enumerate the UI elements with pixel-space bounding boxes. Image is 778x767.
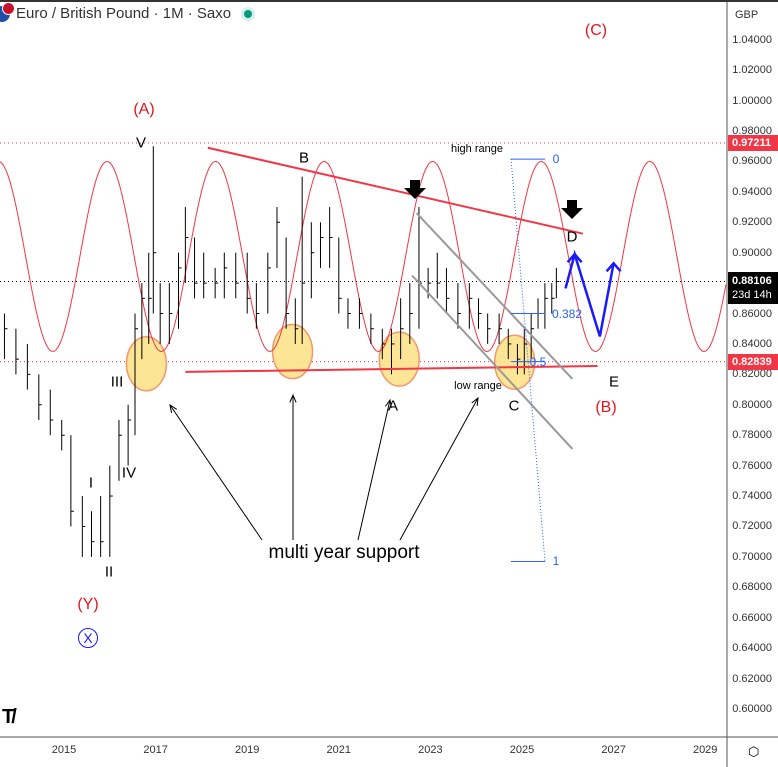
annotation-arrow (357, 399, 391, 541)
price-tick: 0.80000 (732, 398, 772, 411)
wave-label-A: A (387, 397, 399, 415)
annotation-arrow (169, 404, 263, 541)
wave-label-multi-year-support: multi year support (268, 542, 420, 563)
down-arrow-icon (404, 180, 426, 199)
time-tick: 2029 (692, 744, 718, 756)
wave-label-B: B (298, 149, 310, 167)
support-zone-ellipse (378, 331, 421, 387)
price-tick: 0.84000 (732, 337, 772, 350)
fib-trend-line (510, 159, 546, 562)
support-zone-ellipse (125, 335, 168, 392)
wave-label-III: III (110, 373, 124, 391)
market-status-icon (241, 6, 256, 21)
support-trendline (185, 364, 598, 373)
annotation-arrowhead (169, 403, 177, 413)
channel-line (415, 212, 574, 380)
price-tick: 0.90000 (732, 246, 772, 259)
time-tick: 2021 (326, 744, 352, 756)
fib-level-label: 0.5 (529, 354, 547, 369)
projection-arrowhead (566, 252, 583, 264)
down-arrow-icon (561, 200, 583, 219)
channel-line (411, 274, 574, 450)
low-price-tag: 0.82839 (728, 353, 778, 370)
annotation-arrowhead (471, 396, 479, 407)
time-tick: 2015 (51, 744, 77, 756)
time-tick: 2023 (418, 744, 443, 756)
wave-label-V: V (135, 134, 147, 152)
currency-label[interactable]: GBP (735, 9, 759, 21)
time-tick: 2017 (143, 744, 168, 756)
price-tick: 0.92000 (732, 216, 772, 229)
price-tick: 1.00000 (732, 94, 772, 107)
annotation-arrowhead (289, 393, 297, 403)
wave-label-Y-paren: (Y) (77, 596, 99, 613)
time-tick: 2027 (601, 744, 626, 756)
price-tick: 0.86000 (732, 307, 772, 320)
wave-label-C-paren: (C) (584, 22, 608, 39)
price-tick: 0.72000 (732, 520, 772, 533)
time-tick: 2025 (509, 744, 535, 756)
high-price-tag: 0.97211 (728, 135, 778, 151)
price-tick: 0.96000 (732, 155, 772, 168)
price-tick: 0.60000 (732, 702, 772, 715)
last-price: 0.88106 (732, 275, 772, 288)
eur-gbp-flag-icon (0, 1, 15, 22)
projection-arrowhead (605, 261, 622, 273)
resistance-trendline (207, 146, 584, 235)
price-tick: 0.62000 (732, 672, 772, 685)
price-tick: 0.78000 (732, 429, 772, 442)
price-tick: 0.94000 (732, 185, 772, 198)
price-tick: 0.76000 (732, 459, 772, 472)
cycle-sine-wave (0, 160, 727, 353)
wave-label-I: I (88, 474, 94, 492)
bar-countdown: 23d 14h (732, 289, 772, 302)
tradingview-logo[interactable]: T/ (2, 706, 17, 728)
price-tick: 1.04000 (732, 33, 772, 46)
symbol-title: Euro / British Pound · 1M · Saxo (16, 5, 232, 22)
settings-icon[interactable]: ⬡ (748, 744, 760, 759)
wave-label-D: D (566, 228, 578, 246)
wave-label-B-paren: (B) (595, 399, 617, 416)
fib-level-label: 0 (552, 152, 560, 167)
price-tick: 0.70000 (732, 550, 772, 563)
wave-label-A-paren: (A) (133, 101, 155, 118)
price-tick: 0.98000 (732, 125, 772, 137)
annotation-arrow (399, 397, 479, 541)
last-price-tag: 0.88106 23d 14h (728, 272, 778, 305)
price-tick: 0.68000 (732, 581, 772, 594)
fib-level-label: 1 (552, 554, 560, 569)
projection-path (564, 249, 615, 337)
wave-label-IV: IV (121, 464, 137, 482)
wave-label-II: II (104, 563, 114, 581)
fib-level-label: 0.382 (551, 306, 583, 321)
symbol-header[interactable]: Euro / British Pound · 1M · Saxo (0, 1, 256, 22)
price-tick: 0.74000 (732, 490, 772, 503)
price-tick: 1.02000 (732, 64, 772, 77)
annotation-arrowhead (384, 398, 392, 408)
wave-label-C: C (508, 397, 520, 415)
wave-label-x-circle: X (78, 628, 98, 648)
wave-label-low-range: low range (454, 380, 502, 392)
wave-label-E: E (608, 373, 620, 391)
price-tick: 0.64000 (732, 642, 772, 655)
time-tick: 2019 (234, 744, 260, 756)
price-tick: 0.82000 (732, 368, 772, 381)
wave-label-high-range: high range (451, 143, 503, 155)
price-tick: 0.66000 (732, 611, 772, 624)
